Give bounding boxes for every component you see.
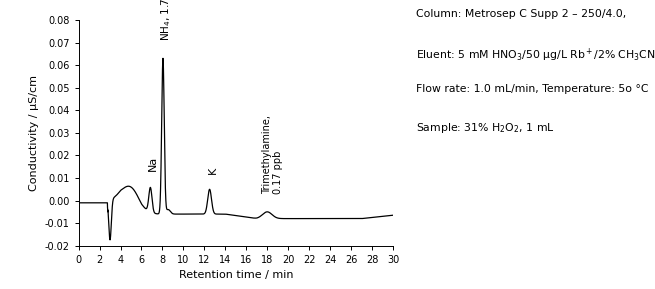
Text: Eluent: 5 mM HNO$_3$/50 μg/L Rb$^+$/2% CH$_3$CN: Eluent: 5 mM HNO$_3$/50 μg/L Rb$^+$/2% C… (416, 46, 655, 64)
Text: Flow rate: 1.0 mL/min, Temperature: 5o °C: Flow rate: 1.0 mL/min, Temperature: 5o °… (416, 84, 648, 94)
Text: Trimethylamine,
0.17 ppb: Trimethylamine, 0.17 ppb (262, 115, 283, 194)
X-axis label: Retention time / min: Retention time / min (179, 270, 293, 280)
Text: Na: Na (148, 156, 158, 171)
Text: Column: Metrosep C Supp 2 – 250/4.0,: Column: Metrosep C Supp 2 – 250/4.0, (416, 9, 626, 19)
Text: Sample: 31% H$_2$O$_2$, 1 mL: Sample: 31% H$_2$O$_2$, 1 mL (416, 121, 555, 135)
Y-axis label: Conductivity / μS/cm: Conductivity / μS/cm (29, 75, 39, 191)
Text: NH$_4$, 1.72 ppb: NH$_4$, 1.72 ppb (159, 0, 173, 40)
Text: K: K (208, 166, 218, 173)
